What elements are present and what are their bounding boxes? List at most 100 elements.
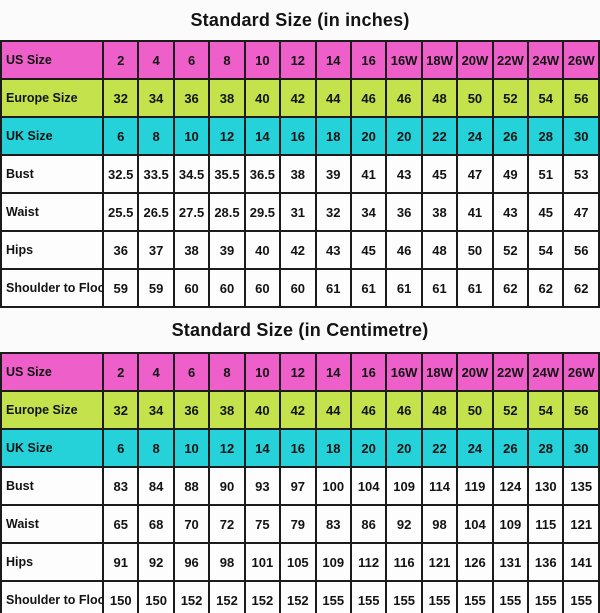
- table-cell: 112: [349, 542, 388, 582]
- table-cell: 84: [137, 466, 175, 506]
- table-cell: 100: [314, 466, 352, 506]
- table-cell: 42: [279, 390, 317, 430]
- table-cell: 155: [456, 580, 494, 613]
- table-row: Shoulder to Floor 150 150 152 152 152 152 155 15…: [0, 580, 600, 613]
- table-cell: 152: [208, 580, 246, 613]
- table-cell: 2: [101, 352, 140, 392]
- table-cell: 49: [491, 154, 530, 194]
- table-cell: 109: [385, 466, 423, 506]
- table-cell: 104: [349, 466, 388, 506]
- table-cell: 61: [456, 268, 494, 308]
- table-cell: 115: [527, 504, 565, 544]
- table-cell: 24: [456, 116, 494, 156]
- table-cell: 92: [137, 542, 175, 582]
- table-cell: 60: [208, 268, 246, 308]
- table-cell: 50: [456, 230, 494, 270]
- table-cell: 52: [491, 390, 530, 430]
- table-cell: 41: [456, 192, 494, 232]
- table-cell: 44: [314, 390, 352, 430]
- table-cell: 119: [456, 466, 494, 506]
- table-cell: 10: [243, 352, 282, 392]
- table-cell: 12: [279, 352, 317, 392]
- table-cell: 152: [279, 580, 317, 613]
- table-cell: 48: [420, 230, 459, 270]
- table-cell: 121: [420, 542, 459, 582]
- table-cell: 6: [172, 352, 211, 392]
- table-cell: 51: [527, 154, 565, 194]
- table-cell: 14: [243, 428, 282, 468]
- table-cell: 22: [420, 428, 459, 468]
- table-cell: 24: [456, 428, 494, 468]
- table-cell: 40: [243, 78, 282, 118]
- table-cell: 91: [101, 542, 140, 582]
- table-row: Europe Size 32 34 36 38 40 42 44 46 46 48 50 52 54 56: [0, 390, 600, 430]
- table-cell: 50: [456, 78, 494, 118]
- centimetre-table-title: Standard Size (in Centimetre): [171, 319, 429, 340]
- table-cell: 16: [279, 116, 317, 156]
- table-cell: 35.5: [208, 154, 246, 194]
- table-cell: 22: [420, 116, 459, 156]
- table-cell: 34: [349, 192, 388, 232]
- table-cell: 24W: [527, 352, 565, 392]
- row-label: Waist: [0, 504, 104, 544]
- table-cell: 61: [314, 268, 352, 308]
- table-cell: 141: [562, 542, 600, 582]
- table-cell: 131: [491, 542, 530, 582]
- table-cell: 42: [279, 78, 317, 118]
- table-cell: 30: [562, 428, 600, 468]
- table-cell: 105: [279, 542, 317, 582]
- table-cell: 8: [208, 40, 246, 80]
- table-row: Hips 36 37 38 39 40 42 43 45 46 48 50 52 54 56: [0, 230, 600, 270]
- table-row: UK Size 6 8 10 12 14 16 18 20 20 22 24 26 28 30: [0, 116, 600, 156]
- table-cell: 22W: [491, 352, 530, 392]
- table-cell: 38: [420, 192, 459, 232]
- table-cell: 33.5: [137, 154, 175, 194]
- table-cell: 62: [491, 268, 530, 308]
- table-cell: 43: [314, 230, 352, 270]
- table-cell: 20W: [456, 40, 494, 80]
- table-cell: 20: [385, 428, 423, 468]
- table-cell: 20W: [456, 352, 494, 392]
- table-cell: 18: [314, 428, 352, 468]
- table-cell: 12: [208, 428, 246, 468]
- table-cell: 86: [349, 504, 388, 544]
- table-cell: 155: [491, 580, 530, 613]
- table-cell: 32: [101, 390, 140, 430]
- table-cell: 8: [137, 116, 175, 156]
- table-cell: 52: [491, 78, 530, 118]
- table-cell: 47: [562, 192, 600, 232]
- row-label: Hips: [0, 542, 104, 582]
- table-cell: 150: [137, 580, 175, 613]
- table-cell: 46: [349, 390, 388, 430]
- table-cell: 20: [349, 116, 388, 156]
- table-cell: 152: [243, 580, 282, 613]
- table-cell: 61: [349, 268, 388, 308]
- table-cell: 155: [385, 580, 423, 613]
- table-cell: 56: [562, 390, 600, 430]
- table-cell: 52: [491, 230, 530, 270]
- table-cell: 4: [137, 352, 175, 392]
- table-cell: 38: [172, 230, 211, 270]
- row-label: UK Size: [0, 428, 104, 468]
- table-cell: 47: [456, 154, 494, 194]
- table-cell: 43: [385, 154, 423, 194]
- table-cell: 48: [420, 78, 459, 118]
- table-cell: 12: [279, 40, 317, 80]
- table-cell: 79: [279, 504, 317, 544]
- table-cell: 45: [420, 154, 459, 194]
- table-cell: 152: [172, 580, 211, 613]
- row-label: Shoulder to Floor: [0, 268, 104, 308]
- table-cell: 25.5: [101, 192, 140, 232]
- table-cell: 116: [385, 542, 423, 582]
- row-label: Europe Size: [0, 78, 104, 118]
- table-cell: 10: [243, 40, 282, 80]
- table-cell: 14: [314, 352, 352, 392]
- table-cell: 12: [208, 116, 246, 156]
- table-cell: 26W: [562, 352, 600, 392]
- table-cell: 96: [172, 542, 211, 582]
- table-cell: 46: [349, 78, 388, 118]
- table-cell: 43: [491, 192, 530, 232]
- table-cell: 90: [208, 466, 246, 506]
- table-cell: 56: [562, 230, 600, 270]
- table-cell: 54: [527, 78, 565, 118]
